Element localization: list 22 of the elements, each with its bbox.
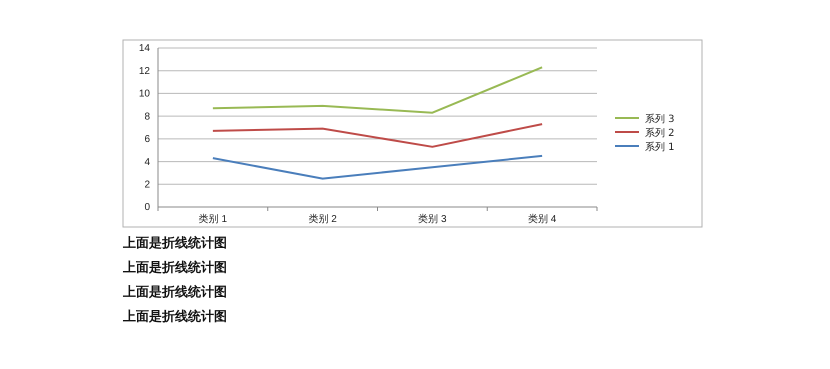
x-tick-label: 类别 4	[528, 213, 557, 226]
x-tick-label: 类别 2	[308, 213, 338, 226]
y-tick-label: 12	[138, 66, 150, 77]
y-tick-label: 8	[144, 111, 150, 122]
text: 上面是折线统计图	[122, 308, 227, 324]
legend-label: 系列 3	[645, 113, 675, 125]
y-tick-label: 0	[144, 202, 150, 214]
line-series	[212, 66, 544, 114]
y-tick-label: 4	[144, 156, 150, 168]
legend-label: 系列 2	[645, 127, 675, 139]
text: 上面是折线统计图	[122, 284, 227, 300]
x-tick-label: 类别 1	[198, 213, 228, 226]
line-series	[212, 123, 544, 148]
y-tick-label: 2	[144, 179, 150, 190]
y-tick-label: 14	[138, 43, 150, 54]
text: 上面是折线统计图	[122, 260, 227, 276]
y-tick-label: 10	[138, 88, 150, 100]
line-series	[212, 154, 544, 180]
text: 上面是折线统计图	[122, 235, 227, 251]
legend-label: 系列 1	[645, 141, 675, 153]
x-tick-label: 类别 3	[418, 213, 447, 226]
y-tick-label: 6	[144, 134, 150, 146]
